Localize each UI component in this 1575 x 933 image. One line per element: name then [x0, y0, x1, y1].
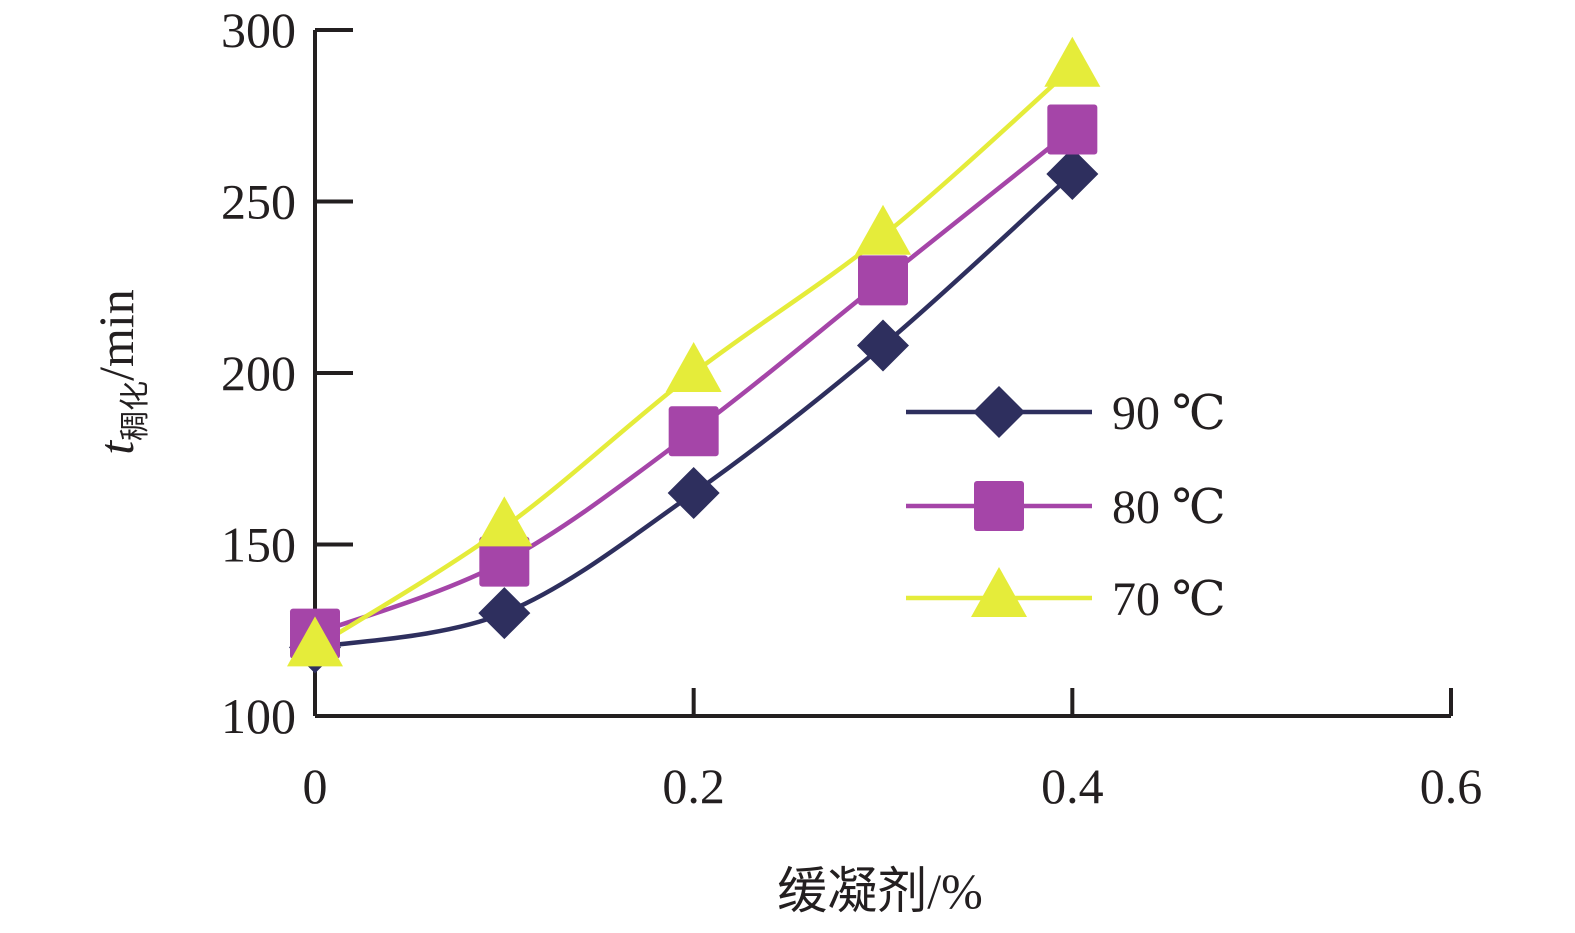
data-point	[479, 536, 530, 587]
data-point	[857, 319, 909, 372]
y-axis-label-unit: /min	[88, 289, 144, 381]
data-point	[665, 342, 722, 392]
x-tick-label: 0.4	[1041, 758, 1104, 814]
data-point	[667, 467, 720, 520]
y-tick-label: 100	[221, 688, 296, 744]
data-point	[1044, 36, 1101, 87]
legend-item: 70 ℃	[906, 567, 1226, 626]
data-point	[478, 587, 531, 640]
legend: 90 ℃ 80 ℃ 70 ℃	[906, 386, 1226, 626]
legend-item: 80 ℃	[906, 481, 1226, 534]
legend-label: 70 ℃	[1112, 573, 1226, 626]
data-point	[476, 496, 533, 547]
legend-marker	[971, 567, 1027, 617]
data-point	[858, 255, 908, 306]
x-tick-label: 0.2	[662, 758, 725, 814]
x-tick-label: 0.6	[1420, 758, 1483, 814]
y-tick-label: 250	[221, 174, 296, 230]
legend-label: 80 ℃	[1112, 481, 1226, 534]
legend-label: 90 ℃	[1112, 387, 1226, 440]
x-tick-label: 0	[303, 758, 328, 814]
data-point	[287, 616, 343, 667]
data-point	[1047, 104, 1098, 155]
legend-item: 90 ℃	[906, 386, 1226, 440]
data-point	[668, 406, 719, 457]
y-tick-label: 300	[221, 2, 296, 58]
legend-marker	[974, 481, 1024, 531]
y-tick-label: 150	[221, 517, 296, 573]
x-axis-ticks: 0 0.2 0.4 0.6	[303, 688, 1483, 814]
y-axis-label: t稠化/min	[88, 289, 152, 455]
legend-marker	[973, 386, 1025, 438]
x-axis-label: 缓凝剂/%	[777, 863, 983, 919]
y-tick-label: 200	[221, 345, 296, 401]
data-point	[1046, 148, 1099, 201]
y-axis-label-subscript: 稠化	[119, 381, 152, 441]
y-axis-ticks: 100 150 200 250 300	[221, 2, 353, 744]
data-point	[855, 204, 911, 255]
y-axis-label-main: t	[88, 440, 144, 455]
series-markers	[287, 36, 1101, 674]
